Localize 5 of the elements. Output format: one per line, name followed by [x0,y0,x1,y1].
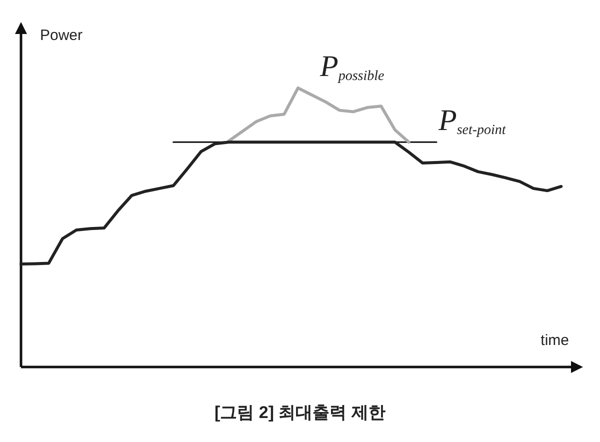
text: [그림 2] 최대출력 제한 [214,403,386,422]
series-label: P$_{set-point}$ [438,104,507,138]
y-axis-title: Power [40,27,83,44]
series-label: P$_{possible}$ [319,50,384,84]
x-axis-title: time [540,332,569,349]
